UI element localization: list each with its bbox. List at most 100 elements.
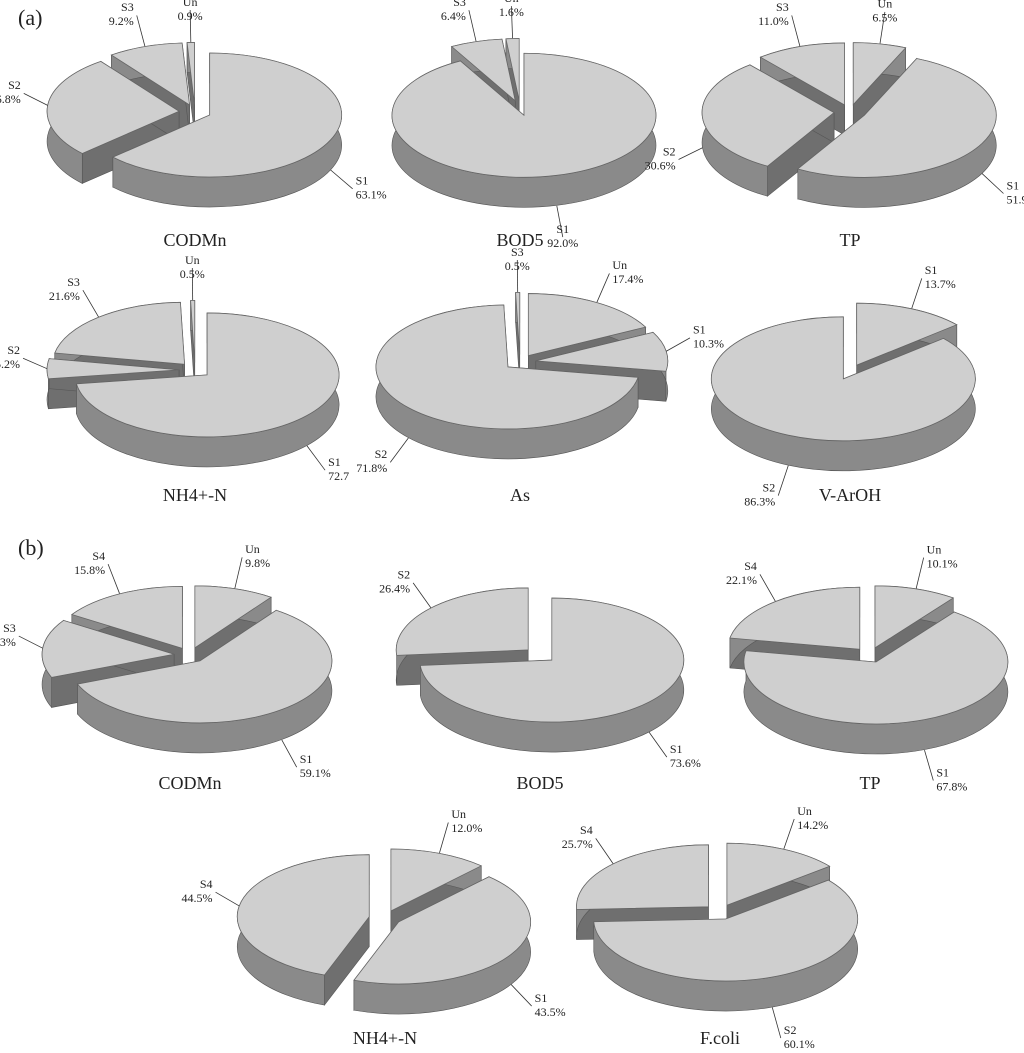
- leader-line: [879, 11, 886, 44]
- value-label: 60.1%: [784, 1037, 815, 1051]
- value-label: 5.2%: [0, 357, 20, 371]
- leader-line: [306, 445, 326, 471]
- slice-label: Un: [612, 258, 627, 272]
- slice-label: S2: [7, 343, 20, 357]
- value-label: 6.4%: [441, 9, 466, 23]
- value-label: 10.3%: [693, 337, 724, 351]
- slice: [759, 42, 845, 106]
- panel-label: (b): [18, 535, 44, 560]
- value-label: 72.7: [328, 469, 349, 483]
- slice-label: S2: [8, 78, 21, 92]
- value-label: 0.5%: [505, 259, 530, 273]
- value-label: 67.8%: [936, 779, 967, 793]
- slice: [701, 64, 835, 167]
- slice: [419, 597, 685, 723]
- slice-label: Un: [878, 0, 893, 11]
- slice: [54, 301, 186, 365]
- slice: [710, 316, 976, 442]
- leader-line: [215, 891, 240, 907]
- value-label: 92.0%: [547, 236, 578, 250]
- slice-label: S3: [511, 245, 524, 259]
- slice: [726, 842, 831, 906]
- slice-label: S4: [744, 559, 757, 573]
- chart-title: BOD5: [516, 773, 563, 793]
- slice-label: S3: [776, 0, 789, 14]
- leader-line: [911, 278, 923, 309]
- value-label: 26.4%: [379, 582, 410, 596]
- slice-label: S1: [936, 765, 949, 779]
- slice-label: S2: [763, 480, 776, 494]
- chart-title: CODMn: [158, 773, 221, 793]
- slice-label: S4: [580, 823, 593, 837]
- slice: [375, 304, 639, 430]
- value-label: 21.6%: [49, 289, 80, 303]
- slice: [110, 42, 191, 106]
- slice-label: S3: [67, 275, 80, 289]
- slice-label: Un: [451, 807, 466, 821]
- slice: [236, 854, 370, 976]
- slice: [46, 358, 180, 380]
- slice: [450, 38, 516, 102]
- slice: [70, 585, 183, 649]
- slice: [395, 587, 529, 656]
- value-label: 0.5%: [180, 267, 205, 281]
- slice: [729, 586, 861, 650]
- slice: [194, 585, 272, 649]
- slice: [76, 609, 333, 724]
- value-label: 30.6%: [645, 158, 676, 172]
- slice: [505, 38, 520, 101]
- value-label: 13.7%: [925, 277, 956, 291]
- value-label: 11.0%: [758, 14, 789, 28]
- value-label: 43.5%: [535, 1005, 566, 1019]
- leader-line: [82, 290, 99, 318]
- leader-line: [330, 169, 353, 190]
- slice: [874, 585, 955, 649]
- slice-label: S1: [556, 222, 569, 236]
- chart-title: V-ArOH: [819, 485, 881, 505]
- value-label: 44.5%: [182, 891, 213, 905]
- chart-title: TP: [859, 773, 880, 793]
- slice: [186, 42, 195, 105]
- value-label: 9.2%: [109, 14, 134, 28]
- leader-line: [439, 822, 449, 854]
- slice-label: S1: [1006, 178, 1019, 192]
- panel-label: (a): [18, 5, 42, 30]
- leader-line: [389, 437, 409, 463]
- slice: [391, 52, 657, 178]
- value-label: 25.7%: [562, 837, 593, 851]
- leader-line: [18, 635, 43, 649]
- slice: [75, 312, 340, 438]
- value-label: 6.5%: [872, 11, 897, 25]
- value-label: 12.0%: [451, 821, 482, 835]
- slice: [593, 879, 858, 982]
- leader-line: [412, 582, 432, 608]
- value-label: 9.8%: [245, 556, 270, 570]
- leader-line: [596, 273, 610, 303]
- slice-label: S1: [670, 742, 683, 756]
- value-label: 17.4%: [612, 272, 643, 286]
- slice: [46, 60, 180, 154]
- value-label: 10.1%: [927, 556, 958, 570]
- value-label: 15.8%: [74, 563, 105, 577]
- slice-label: S1: [300, 752, 313, 766]
- slice-label: S1: [328, 455, 341, 469]
- slice-label: S1: [356, 174, 369, 188]
- leader-line: [666, 337, 691, 352]
- leader-line: [915, 557, 925, 589]
- chart-title: CODMn: [163, 230, 226, 250]
- slice-label: S1: [535, 991, 548, 1005]
- slice: [527, 293, 647, 357]
- leader-line: [23, 92, 48, 106]
- slice-label: S1: [925, 263, 938, 277]
- leader-line: [777, 465, 789, 496]
- leader-line: [189, 10, 192, 43]
- value-label: 1.6%: [499, 5, 524, 19]
